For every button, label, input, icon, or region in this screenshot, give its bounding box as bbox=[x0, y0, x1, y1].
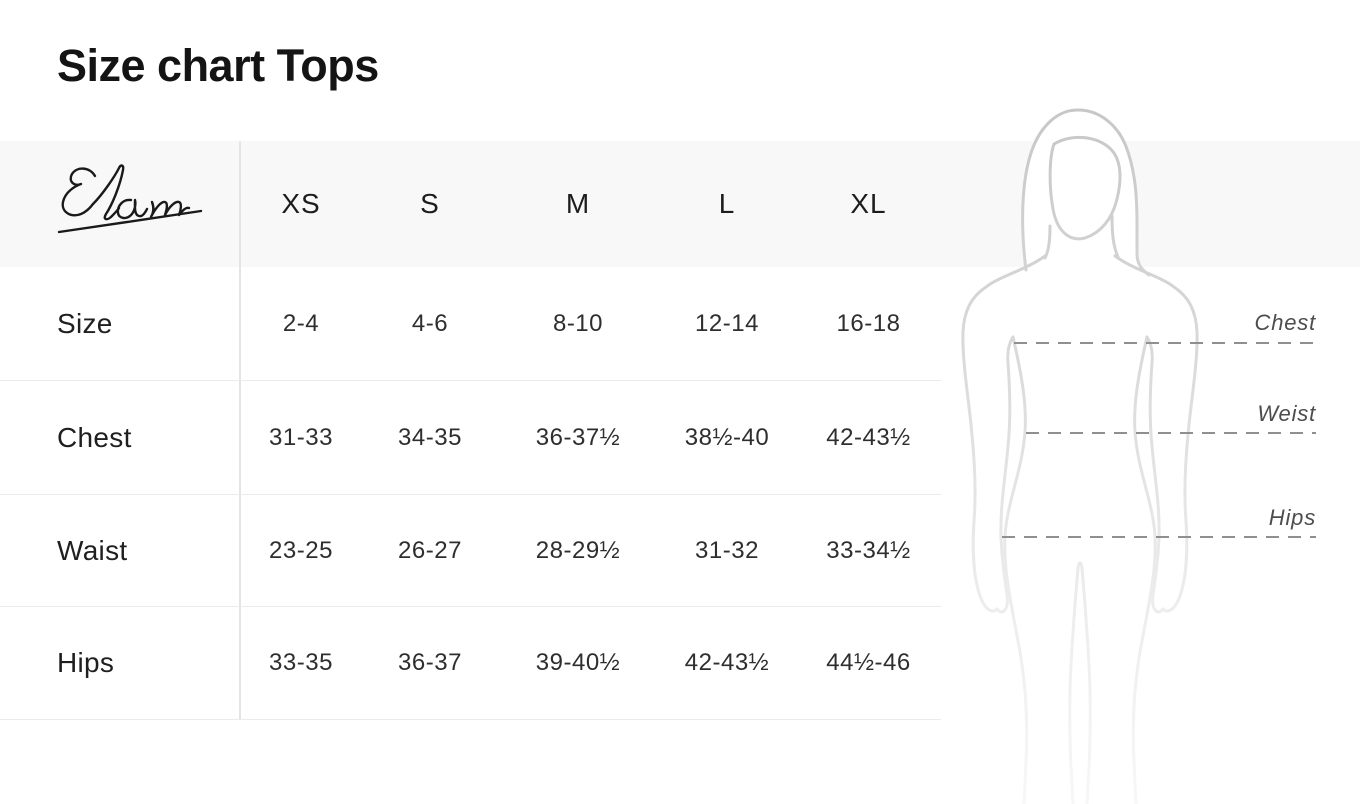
female-silhouette-icon bbox=[961, 108, 1316, 804]
row-label-chest: Chest bbox=[57, 421, 132, 453]
cell-size-s: 4-6 bbox=[411, 309, 449, 337]
cell-chest-m: 36-37½ bbox=[535, 423, 621, 451]
cell-size-l: 12-14 bbox=[695, 309, 759, 337]
cell-chest-xs: 31-33 bbox=[269, 423, 333, 451]
table-row-size: Size 2-4 4-6 8-10 12-14 16-18 bbox=[0, 267, 941, 381]
cell-chest-xl: 42-43½ bbox=[826, 423, 911, 451]
cell-hips-l: 42-43½ bbox=[684, 649, 770, 676]
figure-label-hips: Hips bbox=[1268, 505, 1316, 530]
cell-waist-xl: 33-34½ bbox=[826, 536, 911, 564]
cell-hips-xs: 33-35 bbox=[269, 649, 333, 676]
column-header-m: M bbox=[565, 188, 591, 219]
cell-size-m: 8-10 bbox=[552, 309, 604, 337]
column-header-xs: XS bbox=[281, 188, 321, 219]
table-header-row: XS S M L XL bbox=[0, 141, 941, 267]
row-label-waist: Waist bbox=[57, 534, 128, 566]
cell-hips-s: 36-37 bbox=[398, 649, 462, 676]
cell-chest-s: 34-35 bbox=[398, 423, 462, 451]
cell-chest-l: 38½-40 bbox=[684, 423, 770, 451]
table-row-hips: Hips 33-35 36-37 39-40½ 42-43½ 44½-46 bbox=[0, 607, 941, 720]
table-row-chest: Chest 31-33 34-35 36-37½ 38½-40 42-43½ bbox=[0, 381, 941, 495]
brand-logo-elan bbox=[0, 162, 240, 247]
cell-hips-m: 39-40½ bbox=[535, 649, 621, 676]
cell-hips-xl: 44½-46 bbox=[826, 649, 911, 676]
page-title: Size chart Tops bbox=[57, 40, 379, 91]
row-label-hips: Hips bbox=[57, 647, 115, 678]
figure-label-waist: Weist bbox=[1257, 401, 1316, 426]
cell-waist-l: 31-32 bbox=[695, 536, 759, 564]
cell-size-xs: 2-4 bbox=[282, 309, 320, 337]
column-header-s: S bbox=[420, 188, 440, 219]
table-row-waist: Waist 23-25 26-27 28-29½ 31-32 33-34½ bbox=[0, 495, 941, 607]
cell-waist-s: 26-27 bbox=[398, 536, 462, 564]
elan-signature-icon bbox=[57, 163, 203, 233]
cell-waist-xs: 23-25 bbox=[269, 536, 333, 564]
cell-size-xl: 16-18 bbox=[836, 309, 901, 337]
figure-label-chest: Chest bbox=[1254, 310, 1316, 335]
row-label-size: Size bbox=[57, 307, 113, 339]
column-header-xl: XL bbox=[850, 188, 887, 219]
cell-waist-m: 28-29½ bbox=[535, 536, 621, 564]
size-table: XS S M L XL Size 2-4 4-6 8-10 12-14 16-1… bbox=[0, 141, 941, 720]
column-header-l: L bbox=[718, 188, 736, 219]
table-vertical-divider bbox=[239, 141, 241, 720]
